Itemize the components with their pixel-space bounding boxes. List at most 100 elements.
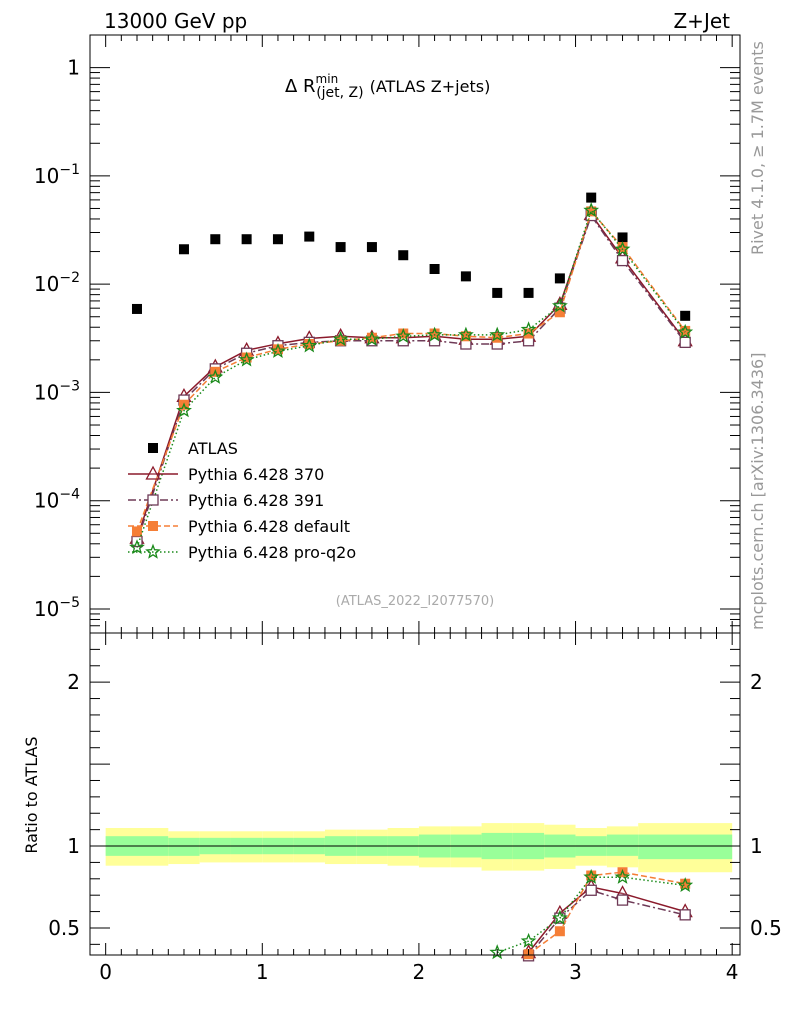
ratio-data-point [586,870,597,881]
main-plot-panel: 1 10−1 10−2 10−3 10−4 10−5 Δ Rmin (jet, Z) (ATL… [34,34,741,634]
ratio-y-tick-label-right: 0.5 [750,916,782,940]
ratio-band-green [606,834,639,856]
main-data-point [304,339,315,350]
legend-marker [145,543,161,559]
legend-label: Pythia 6.428 default [188,517,350,536]
main-data-point [679,336,691,349]
main-data-point [332,330,349,346]
main-data-point [270,343,286,358]
main-data-point [272,234,283,245]
main-data-point [398,250,409,261]
main-data-point [363,330,380,346]
main-data-point [429,328,440,339]
ratio-data-point [585,884,597,896]
main-data-point [398,328,409,339]
main-data-point [583,202,600,218]
main-data-point [492,287,503,298]
main-data-point [680,325,691,336]
ratio-series-2 [523,867,691,960]
main-data-point [304,231,315,242]
ratio-plot-frame [89,632,741,956]
main-data-point [238,351,255,367]
main-y-tick-label: 1 [67,56,80,80]
ratio-series-line [528,889,686,957]
ratio-data-point [679,909,691,921]
plot-title: Δ Rmin (jet, Z) (ATLAS Z+jets) [285,72,490,101]
ratio-data-point [583,868,600,884]
ratio-data-point [677,877,694,893]
legend-entry-2: Pythia 6.428 391 [128,491,324,510]
ratio-data-point [614,868,631,884]
main-data-point [457,326,474,342]
legend-label: Pythia 6.428 391 [188,491,324,510]
ratio-band-green [638,834,733,860]
main-series-0 [131,192,691,321]
ratio-y-tick-label-right: 1 [750,834,763,858]
main-data-point [272,344,283,355]
ratio-y-tick-label-left: 0.5 [48,916,80,940]
main-data-point [129,539,145,555]
ratio-tick-labels: 0.5 0.5 1 1 2 2 0 1 2 3 4 [48,670,782,984]
legend-entry-3: Pythia 6.428 default [128,517,350,536]
main-data-point [677,323,694,339]
main-series-group [129,192,694,555]
ratio-series-line [528,886,686,953]
legend-label: ATLAS [188,439,238,458]
ratio-data-point [551,909,568,925]
main-y-tick-label: 10−3 [34,378,80,404]
main-data-point [617,242,628,253]
legend-marker [148,443,158,453]
main-data-point [554,273,565,284]
legend-label: Pythia 6.428 370 [188,465,324,484]
ratio-x-tick-label: 4 [726,960,739,984]
ratio-y-tick-label-left: 1 [67,834,80,858]
ratio-data-point [616,894,629,906]
main-data-point [131,526,142,537]
main-data-point [554,307,565,318]
ratio-x-tick-label: 1 [256,960,269,984]
main-data-point [523,328,534,339]
main-data-point [366,242,377,253]
main-data-point [301,337,318,353]
main-data-point [460,331,471,342]
legend-label: Pythia 6.428 pro-q2o [188,543,356,562]
main-series-line [136,208,686,548]
main-data-point [241,352,252,363]
main-data-point [241,234,252,245]
main-y-tick-label: 10−4 [34,487,80,513]
header-energy-label: 13000 GeV pp [104,9,247,33]
main-data-point [523,287,534,298]
ratio-band-green [168,837,200,856]
main-data-point [178,244,189,255]
main-y-tick-labels: 1 10−1 10−2 10−3 10−4 10−5 [34,56,80,621]
main-data-point [617,232,628,243]
legend-marker [148,521,158,531]
ratio-series-group [489,867,694,962]
main-data-point [335,335,346,346]
main-data-point [680,310,691,321]
ratio-data-point [554,926,565,937]
rivet-version-label: Rivet 4.1.0, ≥ 1.7M events [748,41,767,255]
main-y-tick-label: 10−1 [34,162,80,188]
main-axis-ticks [90,34,740,634]
main-data-point [586,206,597,217]
ratio-data-point [520,932,537,948]
main-data-point [489,326,506,342]
main-data-point [429,264,440,275]
legend-entry-0: ATLAS [148,439,238,458]
legend-entry-4: Pythia 6.428 pro-q2o [128,543,356,562]
main-data-point [551,297,568,313]
main-data-point [586,192,597,203]
main-data-point [520,321,537,337]
ratio-x-tick-label: 2 [413,960,426,984]
main-data-point [426,326,443,342]
main-series-4 [129,202,694,555]
analysis-watermark: (ATLAS_2022_I2077570) [336,594,494,609]
main-data-point [616,254,629,267]
ratio-axis-ticks [90,632,740,955]
main-data-point [176,402,192,418]
main-data-point [460,271,471,282]
legend-entry-1: Pythia 6.428 370 [128,465,324,484]
mcplots-source-label: mcplots.cern.ch [arXiv:1306.3436] [748,353,767,630]
ratio-series-line [528,871,686,955]
